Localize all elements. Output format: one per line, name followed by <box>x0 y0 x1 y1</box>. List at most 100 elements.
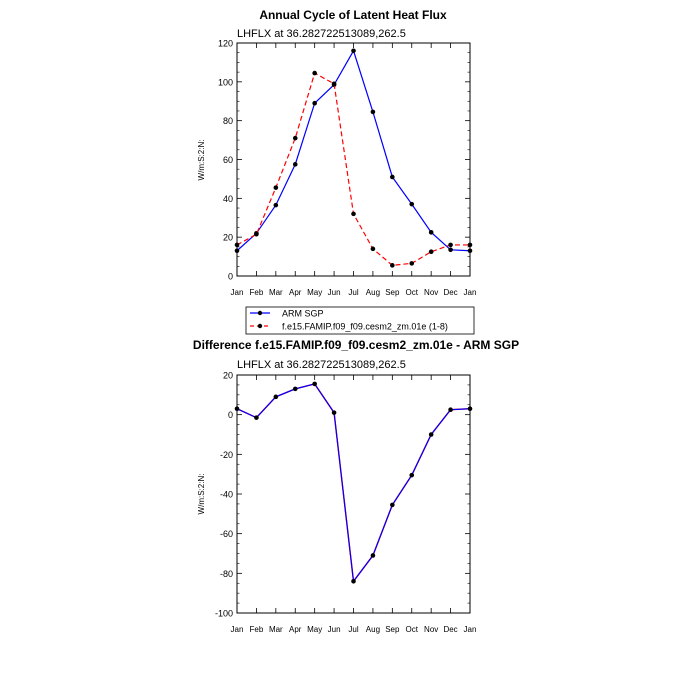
x-tick-label: May <box>307 288 322 297</box>
plot-frame <box>236 42 471 277</box>
legend-entry-arm-sgp: ARM SGP <box>250 309 324 319</box>
data-point <box>428 249 434 255</box>
x-tick-label: Mar <box>269 288 283 297</box>
x-tick-label: Feb <box>250 625 264 634</box>
annual-cycle-panel: Annual Cycle of Latent Heat Flux LHFLX a… <box>197 8 476 297</box>
x-tick-label: Jul <box>348 625 358 634</box>
y-tick-label: -80 <box>220 569 233 579</box>
x-tick-label: Sep <box>385 288 400 297</box>
x-tick-label: Jan <box>464 625 477 634</box>
data-point <box>273 185 279 190</box>
data-point <box>390 174 395 180</box>
data-point <box>409 472 415 478</box>
data-point <box>448 407 453 413</box>
series-line-0 <box>236 49 471 252</box>
y-tick-label: 20 <box>223 371 233 381</box>
y-tick-label: 80 <box>223 116 233 126</box>
legend-label-arm-sgp: ARM SGP <box>282 309 324 319</box>
difference-panel: Difference f.e15.FAMIP.f09_f09.cesm2_zm.… <box>193 338 519 634</box>
data-point <box>273 202 279 208</box>
y-tick-label: 40 <box>223 194 233 204</box>
data-point <box>254 231 259 237</box>
plot-area: -100 -80 -60 -40 -20 0 20 Jan Feb Mar Apr May Jun Jul… <box>215 371 476 635</box>
x-tick-label: Aug <box>366 625 380 634</box>
data-point <box>428 230 434 235</box>
data-point <box>234 248 240 254</box>
y-tick-label: -20 <box>220 450 233 460</box>
y-tick-label: 0 <box>228 272 233 282</box>
legend: ARM SGP f.e15.FAMIP.f09_f09.cesm2_zm.01e… <box>245 306 475 335</box>
data-point <box>448 247 453 253</box>
data-point <box>312 70 317 76</box>
x-tick-label: Jan <box>231 288 244 297</box>
data-point <box>234 242 240 248</box>
data-point <box>351 48 356 54</box>
x-tick-label: Jun <box>328 288 341 297</box>
data-point <box>312 381 317 387</box>
data-point <box>390 263 395 268</box>
x-tick-label: Dec <box>443 625 457 634</box>
data-point <box>467 406 473 412</box>
legend-box <box>245 306 475 335</box>
data-point <box>370 553 376 558</box>
x-tick-label: Jul <box>348 288 358 297</box>
x-tick-label: Feb <box>250 288 264 297</box>
data-point <box>370 246 376 252</box>
chart-title: Difference f.e15.FAMIP.f09_f09.cesm2_zm.… <box>193 338 519 352</box>
y-tick-label: 20 <box>223 233 233 243</box>
data-point <box>254 415 259 420</box>
data-point <box>370 109 376 115</box>
y-tick-label: -60 <box>220 529 233 539</box>
y-tick-label: -100 <box>215 609 233 619</box>
legend-marker-cesm <box>257 323 263 329</box>
legend-marker-arm-sgp <box>257 310 263 316</box>
x-tick-label: Jan <box>231 625 244 634</box>
x-tick-label: Mar <box>269 625 283 634</box>
y-axis-label: W/m:S:2:N: <box>197 474 206 515</box>
data-point <box>409 201 415 207</box>
data-point <box>273 394 279 400</box>
y-axis-label: W/m:S:2:N: <box>197 140 206 181</box>
chart-subtitle: LHFLX at 36.282722513089,262.5 <box>237 359 406 371</box>
chart-title: Annual Cycle of Latent Heat Flux <box>259 8 447 22</box>
data-point <box>467 248 473 254</box>
legend-entry-cesm: f.e15.FAMIP.f09_f09.cesm2_zm.01e (1-8) <box>250 322 448 332</box>
data-point <box>292 162 298 167</box>
x-tick-label: Nov <box>424 288 438 297</box>
y-tick-label: 60 <box>223 155 233 165</box>
y-tick-label: -40 <box>220 490 233 500</box>
x-tick-label: Apr <box>289 288 302 297</box>
x-tick-label: May <box>307 625 322 634</box>
series-line-0 <box>236 383 471 583</box>
x-tick-label: Dec <box>443 288 457 297</box>
data-point <box>234 406 240 412</box>
y-tick-label: 120 <box>218 39 233 49</box>
x-tick-label: Aug <box>366 288 380 297</box>
data-point <box>467 242 473 248</box>
data-point <box>448 242 453 248</box>
data-point <box>312 100 317 106</box>
legend-label-cesm: f.e15.FAMIP.f09_f09.cesm2_zm.01e (1-8) <box>282 322 448 332</box>
chart-subtitle: LHFLX at 36.282722513089,262.5 <box>237 28 406 40</box>
x-tick-label: Sep <box>385 625 400 634</box>
data-point <box>428 432 434 437</box>
x-tick-label: Nov <box>424 625 438 634</box>
data-point <box>351 211 356 217</box>
data-point <box>331 81 337 87</box>
x-tick-label: Oct <box>406 625 419 634</box>
plot-area: 0 20 40 60 80 100 120 Jan Feb Mar Apr May Jun Jul Aug S… <box>218 39 476 298</box>
x-tick-label: Jan <box>464 288 477 297</box>
data-point <box>351 578 356 584</box>
y-tick-label: 100 <box>218 77 233 87</box>
x-tick-label: Jun <box>328 625 341 634</box>
series-line-underlay <box>236 383 471 584</box>
data-point <box>292 135 298 141</box>
y-tick-label: 0 <box>228 410 233 420</box>
data-point <box>331 410 337 415</box>
data-point <box>409 261 415 266</box>
x-tick-label: Apr <box>289 625 302 634</box>
data-point <box>390 502 395 508</box>
data-point <box>292 386 298 392</box>
